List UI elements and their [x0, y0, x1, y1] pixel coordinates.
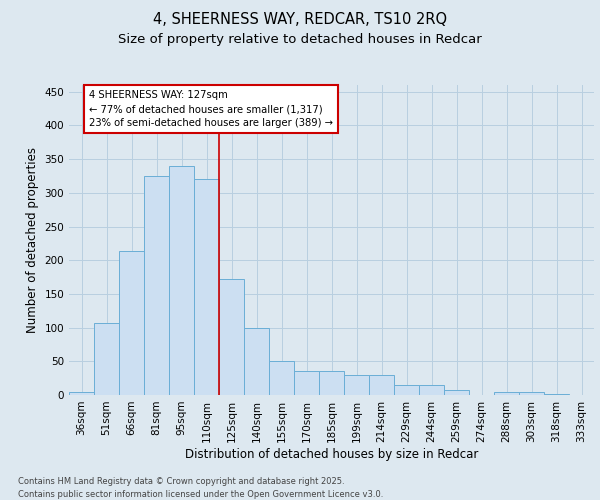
Text: Contains HM Land Registry data © Crown copyright and database right 2025.
Contai: Contains HM Land Registry data © Crown c… [18, 478, 383, 499]
Y-axis label: Number of detached properties: Number of detached properties [26, 147, 39, 333]
Bar [394, 385, 419, 395]
Bar [119, 252, 144, 395]
Bar [494, 392, 519, 395]
Bar [169, 166, 194, 395]
Bar [244, 328, 269, 395]
Bar [219, 279, 244, 395]
Bar [344, 375, 369, 395]
Bar [269, 362, 294, 395]
Bar [144, 176, 169, 395]
Bar [519, 392, 544, 395]
Bar [319, 372, 344, 395]
Text: Size of property relative to detached houses in Redcar: Size of property relative to detached ho… [118, 32, 482, 46]
Bar [444, 390, 469, 395]
Bar [69, 392, 94, 395]
Text: 4, SHEERNESS WAY, REDCAR, TS10 2RQ: 4, SHEERNESS WAY, REDCAR, TS10 2RQ [153, 12, 447, 28]
Bar [294, 372, 319, 395]
Bar [94, 323, 119, 395]
Bar [369, 375, 394, 395]
Bar [544, 394, 569, 395]
Bar [194, 180, 219, 395]
X-axis label: Distribution of detached houses by size in Redcar: Distribution of detached houses by size … [185, 448, 478, 460]
Bar [419, 385, 444, 395]
Text: 4 SHEERNESS WAY: 127sqm
← 77% of detached houses are smaller (1,317)
23% of semi: 4 SHEERNESS WAY: 127sqm ← 77% of detache… [89, 90, 333, 128]
